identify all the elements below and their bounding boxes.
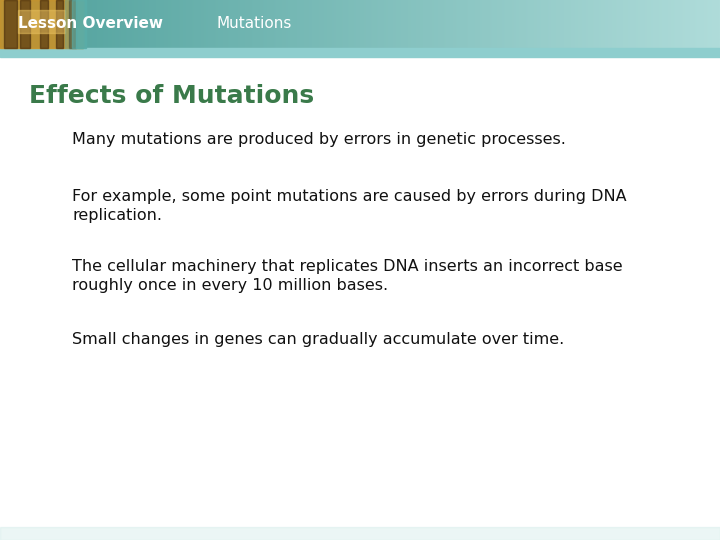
Bar — [4, 0, 17, 48]
Bar — [69, 0, 76, 48]
Text: The cellular machinery that replicates DNA inserts an incorrect base
roughly onc: The cellular machinery that replicates D… — [72, 259, 623, 293]
Text: Effects of Mutations: Effects of Mutations — [29, 84, 314, 107]
Bar — [72, 0, 83, 48]
Bar — [18, 10, 65, 33]
Text: Many mutations are produced by errors in genetic processes.: Many mutations are produced by errors in… — [72, 132, 566, 147]
Bar — [0, 0, 83, 48]
Text: Mutations: Mutations — [216, 16, 292, 31]
Text: Lesson Overview: Lesson Overview — [18, 16, 163, 31]
Text: For example, some point mutations are caused by errors during DNA
replication.: For example, some point mutations are ca… — [72, 189, 626, 223]
Bar — [0, 48, 720, 57]
Bar — [20, 0, 30, 48]
Bar — [56, 0, 63, 48]
Bar — [65, 0, 76, 48]
Bar — [0, 526, 720, 540]
Bar — [40, 0, 48, 48]
Bar — [76, 0, 86, 48]
Text: Small changes in genes can gradually accumulate over time.: Small changes in genes can gradually acc… — [72, 332, 564, 347]
